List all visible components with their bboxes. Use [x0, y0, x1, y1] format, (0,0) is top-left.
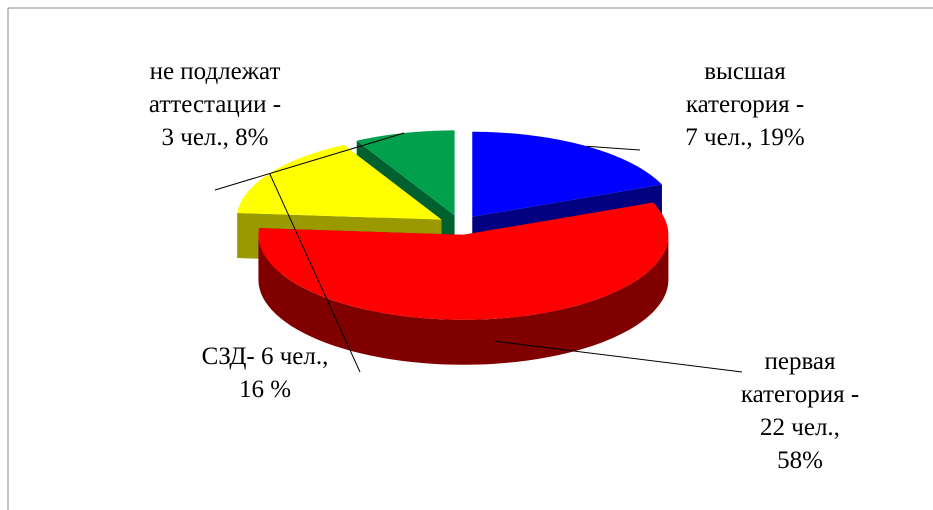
slice-top: [237, 144, 442, 220]
slice-top: [356, 130, 455, 216]
data-label: СЗД- 6 чел., 16 %: [201, 343, 329, 403]
slice: [258, 202, 669, 365]
leader-line: [495, 340, 743, 373]
leader-line: [586, 145, 641, 151]
data-label: высшая категория - 7 чел., 19%: [685, 58, 805, 151]
leader-line: [269, 173, 361, 373]
leader-line: [214, 132, 405, 191]
slice-wall: [258, 234, 669, 365]
data-label: первая категория - 22 чел., 58%: [740, 348, 860, 474]
slice-top: [258, 202, 669, 320]
data-label: не подлежат аттестации - 3 чел., 8%: [148, 58, 282, 151]
slice-top: [472, 131, 662, 217]
